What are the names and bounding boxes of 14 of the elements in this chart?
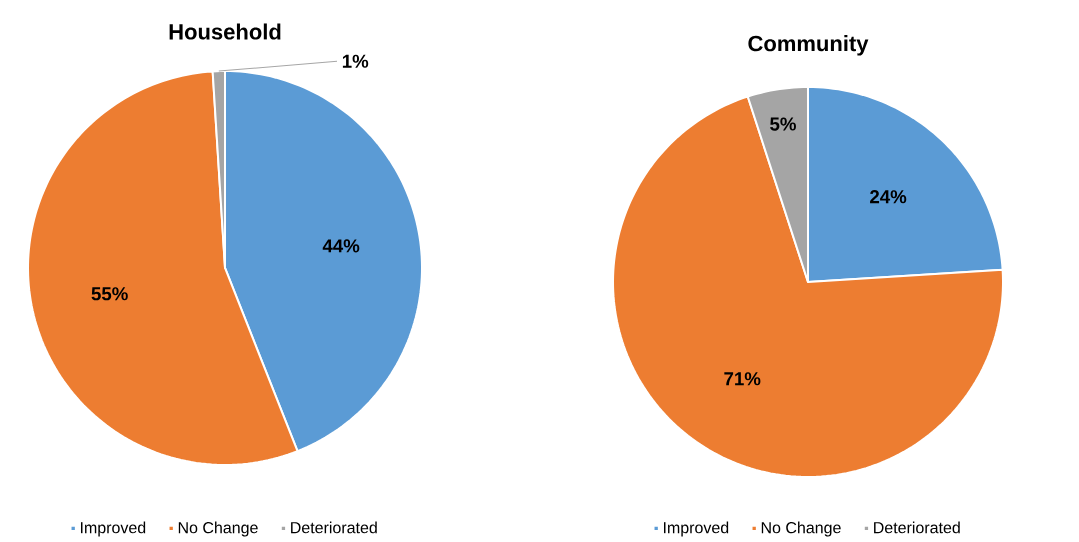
data-label: 71% (724, 372, 761, 386)
chart-title: Household (169, 23, 281, 40)
legend-label: Deteriorated (291, 521, 377, 534)
data-label: 1% (342, 54, 369, 68)
data-label: 44% (322, 239, 360, 253)
data-label: 5% (770, 117, 796, 131)
data-label: 55% (91, 287, 128, 301)
chart-title: Community (748, 35, 869, 56)
legend-label: Improved (81, 521, 146, 537)
legend-label: No Change (761, 521, 841, 537)
legend-label: No Change (178, 521, 258, 537)
data-label: 24% (870, 190, 907, 204)
legend-label: Deteriorated (874, 521, 960, 534)
legend-label: Improved (663, 521, 729, 537)
